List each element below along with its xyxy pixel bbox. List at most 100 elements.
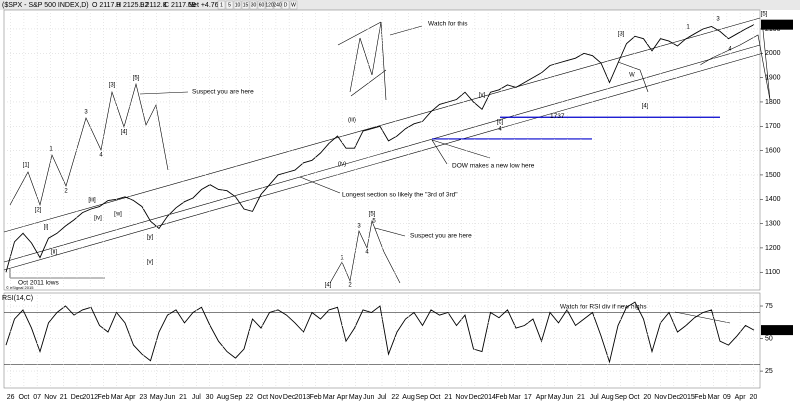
timeframe-label[interactable]: 120	[265, 2, 274, 8]
x-tick-label: Feb	[495, 394, 507, 401]
chart-title: ($SPX - S&P 500 INDEX,D)	[2, 2, 89, 9]
x-tick-label: Sep	[615, 394, 628, 401]
x-tick-label: 30	[206, 394, 214, 401]
y-tick-label: 1200	[765, 245, 781, 252]
wave-label: [4]	[325, 283, 332, 289]
x-tick-label: Dec	[668, 394, 681, 401]
timeframe-button[interactable]	[217, 0, 226, 10]
x-tick-label: Dec	[71, 394, 84, 401]
x-tick-label: Apr	[735, 394, 747, 401]
x-tick-label: Mar	[509, 394, 522, 401]
x-tick-label: Aug	[217, 394, 230, 401]
wave-label: 4	[365, 250, 369, 256]
x-tick-label: Jun	[363, 394, 374, 401]
x-tick-label: Jun	[562, 394, 573, 401]
wave-label: 3	[357, 224, 361, 230]
timeframe-label[interactable]: 10	[235, 2, 241, 8]
x-tick-label: Feb	[97, 394, 109, 401]
y-tick-label: 75	[765, 303, 773, 310]
wave-label: [5]	[761, 12, 768, 18]
x-tick-label: Aug	[601, 394, 614, 401]
y-tick-label: 1400	[765, 196, 781, 203]
timeframe-label[interactable]: 30	[251, 2, 257, 8]
wave-label: [v]	[479, 93, 486, 99]
x-tick-label: Nov	[44, 394, 57, 401]
quote-value: O 2117.8	[92, 2, 120, 9]
wave-label: [ii]	[51, 250, 57, 256]
wave-label: [1]	[23, 163, 30, 169]
wave-label: [y]	[147, 235, 154, 241]
level-label: 1737	[550, 113, 565, 120]
rsi-panel	[3, 292, 761, 389]
x-tick-label: Apr	[125, 394, 137, 401]
wave-label: 3	[716, 17, 720, 23]
timeframe-button[interactable]	[225, 0, 234, 10]
annotation: Oct 2011 lows	[18, 280, 59, 287]
timeframe-button[interactable]	[241, 0, 250, 10]
timeframe-button[interactable]	[281, 0, 290, 10]
x-tick-label: Aug	[402, 394, 415, 401]
x-tick-label: 21	[444, 394, 452, 401]
wave-label: 2	[64, 189, 68, 195]
x-tick-label: Oct	[430, 394, 441, 401]
timeframe-label[interactable]: 60	[259, 2, 265, 8]
y-tick-label: 1600	[765, 147, 781, 154]
wave-label: [5]	[133, 76, 140, 82]
last-value-box	[761, 19, 793, 30]
wave-label: [iii]	[88, 198, 96, 204]
timeframe-button[interactable]	[257, 0, 266, 10]
wave-label: 4	[728, 47, 732, 53]
y-tick-label: 50	[765, 335, 773, 342]
rsi-title: RSI(14,C)	[2, 295, 33, 302]
timeframe-label[interactable]: D	[284, 2, 288, 8]
x-tick-label: 22	[391, 394, 399, 401]
x-tick-label: Jul	[192, 394, 201, 401]
timeframe-button[interactable]	[265, 0, 274, 10]
x-tick-label: 17	[524, 394, 532, 401]
x-tick-label: 2012	[82, 394, 98, 401]
y-tick-label: 1700	[765, 123, 781, 130]
annotation: Watch for this	[428, 21, 468, 28]
x-tick-label: 22	[245, 394, 253, 401]
last-value-label: 56.49	[763, 327, 781, 334]
x-tick-label: 2013	[295, 394, 311, 401]
wave-label: [2]	[35, 208, 42, 214]
wave-label: [c]	[497, 120, 504, 126]
wave-label: [w]	[114, 212, 122, 218]
timeframe-label[interactable]: 1	[220, 2, 223, 8]
timeframe-label[interactable]: 15	[243, 2, 249, 8]
timeframe-label[interactable]: 240	[273, 2, 282, 8]
quote-value: Net +4.76	[188, 2, 219, 9]
x-tick-label: 2014	[480, 394, 496, 401]
x-tick-label: Dec	[283, 394, 296, 401]
wave-label: (iii)	[348, 118, 356, 124]
timeframe-label[interactable]: W	[291, 2, 296, 8]
wave-label: [4]	[642, 104, 649, 110]
quote-value: L 2112.8	[140, 2, 167, 9]
x-tick-label: Jul	[378, 394, 387, 401]
wave-label: [3]	[618, 32, 625, 38]
timeframe-button[interactable]	[249, 0, 258, 10]
x-tick-label: Mar	[111, 394, 124, 401]
x-tick-label: Oct	[18, 394, 29, 401]
x-tick-label: May	[349, 394, 363, 401]
y-tick-label: 1500	[765, 172, 781, 179]
wave-label: [4]	[121, 130, 128, 136]
x-tick-label: 26	[7, 394, 15, 401]
y-tick-label: 1100	[765, 269, 780, 276]
timeframe-label[interactable]: 5	[228, 2, 231, 8]
wave-label: 1	[686, 25, 690, 31]
y-tick-label: 1300	[765, 220, 781, 227]
wave-label: 4	[99, 153, 103, 159]
wave-label: [iv]	[94, 216, 102, 222]
annotation: DOW makes a new low here	[452, 163, 535, 170]
x-tick-label: Sep	[416, 394, 429, 401]
x-tick-label: Oct	[629, 394, 640, 401]
timeframe-button[interactable]	[233, 0, 242, 10]
timeframe-button[interactable]	[273, 0, 282, 10]
wave-label: 1	[49, 147, 53, 153]
x-tick-label: Mar	[708, 394, 721, 401]
last-value-label: 2117.69	[763, 22, 788, 29]
wave-label: [5]	[369, 212, 376, 218]
timeframe-button[interactable]	[289, 0, 298, 10]
